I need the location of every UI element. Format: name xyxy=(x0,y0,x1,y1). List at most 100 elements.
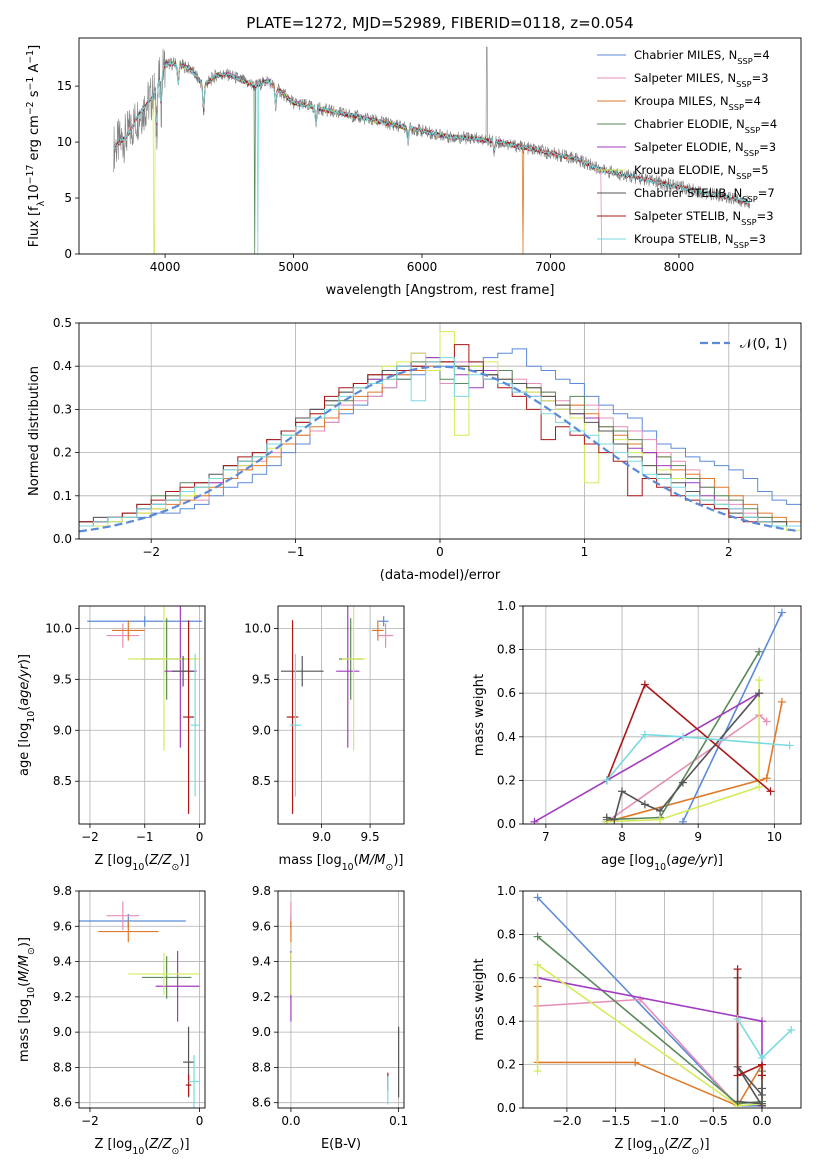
weight-series-line xyxy=(537,935,763,1105)
weight-point xyxy=(533,932,542,941)
weight-point xyxy=(656,806,665,815)
weight-point xyxy=(777,697,786,706)
errorbar-point xyxy=(372,620,384,641)
x-tick-label: 8 xyxy=(618,830,626,844)
y-tick-label: 0.8 xyxy=(497,643,516,657)
y-tick-label: 9.2 xyxy=(252,990,271,1004)
errorbar-point xyxy=(172,655,195,687)
residuals-xlabel: (data-model)/error xyxy=(380,568,501,583)
weight-point xyxy=(656,815,665,824)
y-tick-label: 1.0 xyxy=(497,884,516,898)
y-tick-label: 1.0 xyxy=(497,599,516,613)
weight-series-line xyxy=(606,733,790,781)
y-tick-label: 15 xyxy=(57,79,72,93)
x-tick-label: −1.5 xyxy=(601,1114,630,1128)
weight-point xyxy=(762,774,771,783)
y-tick-label: 0.0 xyxy=(53,532,72,546)
x-tick-label: 0 xyxy=(436,545,444,559)
weight-point xyxy=(757,1090,766,1099)
weight-point xyxy=(602,813,611,822)
weight-series-line xyxy=(537,998,739,1107)
errorbar-point xyxy=(128,952,200,996)
errorbar-point xyxy=(289,653,302,797)
residuals-axes: −2 −1 0 1 2 0.0 0.1 0.2 0.3 0.4 0.5 xyxy=(53,316,801,559)
y-tick-label: 0.1 xyxy=(53,489,72,503)
errorbar-point xyxy=(128,606,200,751)
errorbar-point xyxy=(336,606,360,748)
x-tick-label: 2 xyxy=(725,545,733,559)
weight-series-line xyxy=(606,680,760,823)
spectrum-model-line xyxy=(113,60,602,254)
y-tick-label: 8.6 xyxy=(53,1096,72,1110)
weight-point xyxy=(785,741,794,750)
y-tick-label: 0.4 xyxy=(497,1014,516,1028)
mass-vs-EBV-frame xyxy=(277,890,405,1109)
x-tick-label: −2 xyxy=(142,545,160,559)
spectrum-model-line xyxy=(151,61,525,254)
weight-series-line xyxy=(736,1018,792,1060)
x-tick-label: 10 xyxy=(767,830,782,844)
y-tick-label: 5 xyxy=(64,191,72,205)
mass-vs-Z-frame xyxy=(78,890,206,1109)
y-tick-label: 0.6 xyxy=(497,686,516,700)
age-vs-Z-ylabel: age [log10(age/yr)] xyxy=(17,654,37,776)
weight-point xyxy=(766,787,775,796)
legend-label: Salpeter STELIB, NSSP=3 xyxy=(634,209,774,227)
x-tick-label: −0.5 xyxy=(699,1114,728,1128)
weight-series-line xyxy=(537,896,762,1107)
age-vs-Z-xlabel: Z [log10(Z/Z⊙)] xyxy=(94,853,189,873)
x-tick-label: 6000 xyxy=(407,260,438,274)
y-tick-label: 9.4 xyxy=(53,955,72,969)
weight-point xyxy=(533,893,542,902)
weight-point xyxy=(787,1025,796,1034)
errorbar-point xyxy=(188,1055,200,1108)
weight-vs-age-axes: 7 8 9 10 0.0 0.2 0.4 0.6 0.8 1.0 xyxy=(497,599,801,844)
normal-curve xyxy=(79,365,799,533)
y-tick-label: 9.5 xyxy=(53,672,72,686)
weight-vs-age-ylabel: mass weight xyxy=(472,674,487,756)
weight-point xyxy=(755,676,764,685)
weight-vs-age-xlabel: age [log10(age/yr)] xyxy=(601,853,723,873)
y-tick-label: 0.2 xyxy=(53,446,72,460)
errorbar-point xyxy=(185,1074,192,1096)
weight-point xyxy=(678,817,687,824)
x-tick-label: 0 xyxy=(196,830,204,844)
age-vs-Z-axes: −2 −1 0 8.5 9.0 9.5 10.0 xyxy=(45,606,205,844)
errorbar-point xyxy=(286,620,299,814)
x-tick-label: 9.0 xyxy=(312,830,331,844)
age-vs-Z-frame xyxy=(78,605,206,825)
errorbar-point xyxy=(280,655,324,687)
weight-point xyxy=(640,800,649,809)
weight-point xyxy=(678,732,687,741)
y-tick-label: 9.6 xyxy=(252,919,271,933)
errorbar-point xyxy=(142,956,192,999)
x-tick-label: 7 xyxy=(542,830,550,844)
x-tick-label: −2 xyxy=(81,830,99,844)
legend-label: Kroupa ELODIE, NSSP=5 xyxy=(634,163,769,181)
y-tick-label: 0.2 xyxy=(497,773,516,787)
x-tick-label: 0.0 xyxy=(752,1114,771,1128)
weight-point xyxy=(777,608,786,617)
x-tick-label: 1 xyxy=(581,545,589,559)
y-tick-label: 0.0 xyxy=(497,817,516,831)
y-tick-label: 8.6 xyxy=(252,1096,271,1110)
x-tick-label: −1 xyxy=(287,545,305,559)
weight-series-line xyxy=(537,977,763,1106)
weight-point xyxy=(755,782,764,791)
y-tick-label: 0 xyxy=(64,247,72,261)
errorbar-point xyxy=(378,616,389,627)
y-tick-label: 10 xyxy=(57,135,72,149)
y-tick-label: 0.6 xyxy=(497,971,516,985)
legend-label: Salpeter MILES, NSSP=3 xyxy=(634,71,769,89)
x-tick-label: 0.1 xyxy=(389,1114,408,1128)
weight-series-line xyxy=(606,701,783,823)
weight-point xyxy=(733,1071,742,1080)
weight-point xyxy=(733,965,742,974)
residuals-frame xyxy=(78,322,802,540)
weight-point xyxy=(757,1101,766,1108)
x-tick-label: 8000 xyxy=(664,260,695,274)
y-tick-label: 0.4 xyxy=(53,359,72,373)
y-tick-label: 9.4 xyxy=(252,955,271,969)
errorbar-point xyxy=(183,620,195,814)
